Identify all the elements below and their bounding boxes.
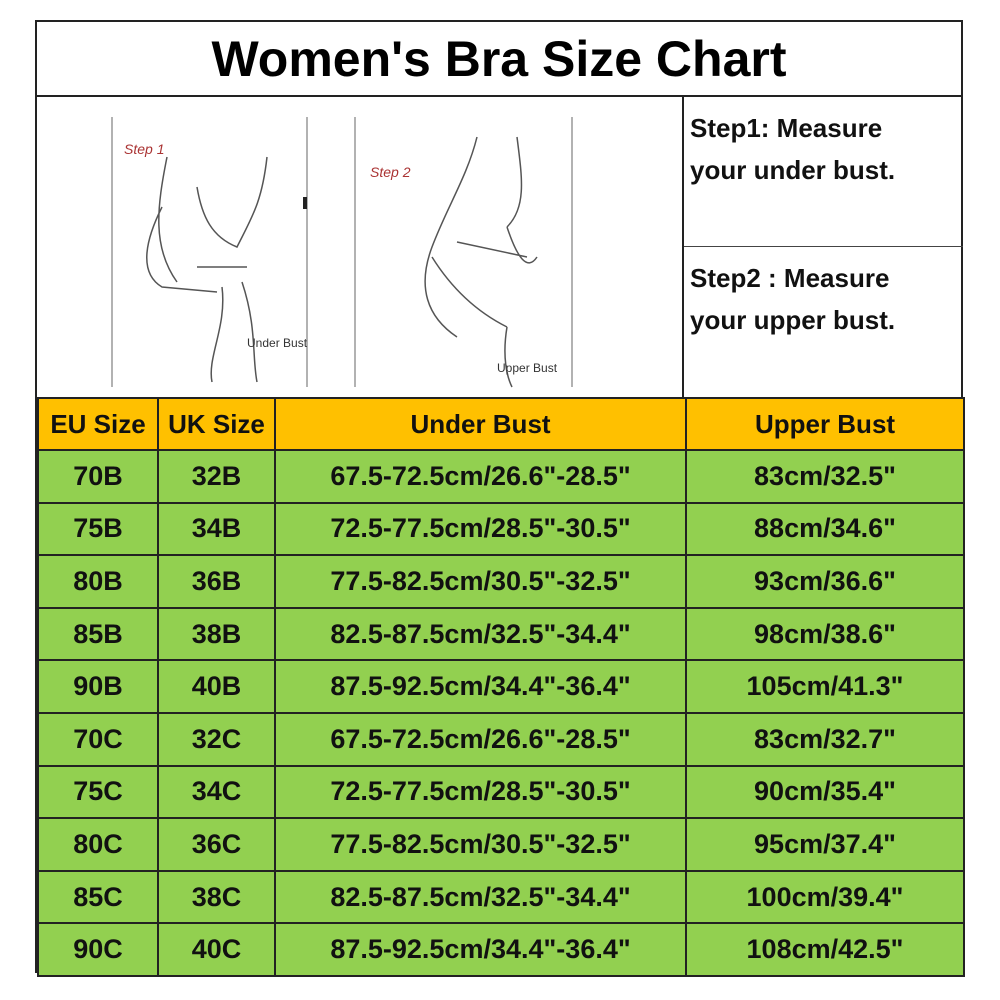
cell-under-bust: 67.5-72.5cm/26.6"-28.5"	[274, 711, 687, 767]
measurement-illustrations: Step 1 Under Bust Step 2 Upper Bust	[37, 97, 684, 397]
cell-uk-size: 38C	[157, 869, 276, 925]
cell-upper-bust: 105cm/41.3"	[685, 659, 965, 714]
cell-uk-size: 34B	[157, 501, 276, 557]
upper-bust-caption: Upper Bust	[497, 361, 558, 375]
cell-upper-bust: 98cm/38.6"	[685, 606, 965, 662]
cell-eu-size: 80C	[37, 817, 159, 872]
cell-upper-bust: 88cm/34.6"	[685, 501, 965, 557]
cell-under-bust: 67.5-72.5cm/26.6"-28.5"	[274, 449, 687, 504]
measuring-illustration: Step 1 Under Bust Step 2 Upper Bust	[111, 117, 573, 388]
size-chart: Women's Bra Size Chart Step 1 Under Bust…	[35, 20, 965, 977]
cell-under-bust: 82.5-87.5cm/32.5"-34.4"	[274, 869, 687, 925]
cell-uk-size: 36B	[157, 554, 276, 609]
cell-eu-size: 90C	[37, 922, 159, 977]
cell-uk-size: 34C	[157, 764, 276, 820]
cell-upper-bust: 95cm/37.4"	[685, 817, 965, 872]
cell-eu-size: 75C	[37, 764, 159, 820]
cell-upper-bust: 100cm/39.4"	[685, 869, 965, 925]
cell-uk-size: 36C	[157, 817, 276, 872]
cell-under-bust: 87.5-92.5cm/34.4"-36.4"	[274, 659, 687, 714]
step1-instruction: Step1: Measure your under bust.	[684, 107, 963, 247]
cell-upper-bust: 83cm/32.5"	[685, 449, 965, 504]
cell-upper-bust: 83cm/32.7"	[685, 711, 965, 767]
cell-eu-size: 70C	[37, 711, 159, 767]
cell-under-bust: 77.5-82.5cm/30.5"-32.5"	[274, 554, 687, 609]
table-row: 70B 32B 67.5-72.5cm/26.6"-28.5" 83cm/32.5"	[37, 449, 965, 504]
header-upper-bust: Upper Bust	[685, 397, 965, 451]
instructions: Step1: Measure your under bust. Step2 : …	[684, 97, 963, 397]
cell-uk-size: 32C	[157, 711, 276, 767]
cell-under-bust: 82.5-87.5cm/32.5"-34.4"	[274, 606, 687, 662]
table-header: EU Size UK Size Under Bust Upper Bust	[37, 397, 965, 451]
size-table: EU Size UK Size Under Bust Upper Bust 70…	[37, 397, 965, 977]
step2-label: Step 2	[370, 164, 411, 180]
header-under-bust: Under Bust	[274, 397, 687, 451]
cell-under-bust: 72.5-77.5cm/28.5"-30.5"	[274, 501, 687, 557]
step2-instruction: Step2 : Measure your upper bust.	[690, 263, 896, 335]
cell-uk-size: 40B	[157, 659, 276, 714]
header-uk-size: UK Size	[157, 397, 276, 451]
step1-label: Step 1	[124, 141, 164, 157]
page-title: Women's Bra Size Chart	[37, 22, 961, 97]
cell-eu-size: 80B	[37, 554, 159, 609]
cell-uk-size: 32B	[157, 449, 276, 504]
cell-upper-bust: 90cm/35.4"	[685, 764, 965, 820]
table-row: 85C 38C 82.5-87.5cm/32.5"-34.4" 100cm/39.4"	[37, 869, 965, 925]
cell-eu-size: 85C	[37, 869, 159, 925]
cell-uk-size: 38B	[157, 606, 276, 662]
cell-upper-bust: 93cm/36.6"	[685, 554, 965, 609]
header-eu-size: EU Size	[37, 397, 159, 451]
table-row: 85B 38B 82.5-87.5cm/32.5"-34.4" 98cm/38.6"	[37, 606, 965, 662]
step1-illustration: Step 1 Under Bust	[111, 117, 308, 387]
cell-eu-size: 85B	[37, 606, 159, 662]
under-bust-caption: Under Bust	[247, 336, 308, 350]
table-row: 75B 34B 72.5-77.5cm/28.5"-30.5" 88cm/34.6"	[37, 501, 965, 557]
cell-under-bust: 77.5-82.5cm/30.5"-32.5"	[274, 817, 687, 872]
cell-under-bust: 72.5-77.5cm/28.5"-30.5"	[274, 764, 687, 820]
cell-eu-size: 90B	[37, 659, 159, 714]
cell-uk-size: 40C	[157, 922, 276, 977]
table-row: 70C 32C 67.5-72.5cm/26.6"-28.5" 83cm/32.7"	[37, 711, 965, 767]
table-row: 80B 36B 77.5-82.5cm/30.5"-32.5" 93cm/36.6"	[37, 554, 965, 609]
table-row: 90C 40C 87.5-92.5cm/34.4"-36.4" 108cm/42.5"	[37, 922, 965, 977]
table-row: 90B 40B 87.5-92.5cm/34.4"-36.4" 105cm/41.3"	[37, 659, 965, 714]
table-row: 75C 34C 72.5-77.5cm/28.5"-30.5" 90cm/35.4"	[37, 764, 965, 820]
cell-under-bust: 87.5-92.5cm/34.4"-36.4"	[274, 922, 687, 977]
cell-upper-bust: 108cm/42.5"	[685, 922, 965, 977]
cell-eu-size: 70B	[37, 449, 159, 504]
step2-illustration: Step 2 Upper Bust	[354, 117, 573, 388]
table-row: 80C 36C 77.5-82.5cm/30.5"-32.5" 95cm/37.4"	[37, 817, 965, 872]
cell-eu-size: 75B	[37, 501, 159, 557]
